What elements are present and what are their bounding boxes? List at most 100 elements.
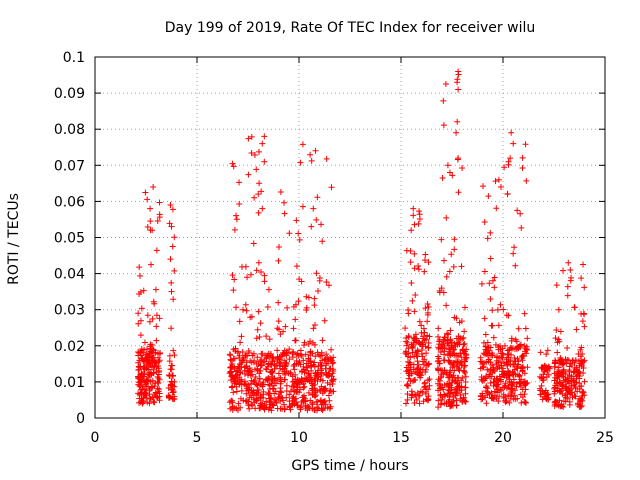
data-point <box>481 315 488 322</box>
data-point <box>239 349 246 356</box>
data-point <box>410 212 417 219</box>
data-point <box>238 387 245 394</box>
data-point <box>462 384 469 391</box>
data-point <box>409 391 416 398</box>
data-point <box>278 378 285 385</box>
data-point <box>426 376 433 383</box>
data-point <box>137 363 144 370</box>
data-point <box>298 403 305 410</box>
data-point <box>268 394 275 401</box>
data-point <box>447 382 454 389</box>
data-point <box>564 283 571 290</box>
data-point <box>254 367 261 374</box>
data-point <box>554 387 561 394</box>
data-point <box>167 256 174 263</box>
data-point <box>156 199 163 206</box>
data-point <box>437 391 444 398</box>
data-point <box>231 355 238 362</box>
data-point <box>261 158 268 165</box>
data-point <box>422 305 429 312</box>
data-point <box>168 379 175 386</box>
data-point <box>265 360 272 367</box>
data-point <box>440 122 447 129</box>
data-point <box>148 371 155 378</box>
data-point <box>295 230 302 237</box>
data-point <box>455 68 462 75</box>
data-point <box>234 378 241 385</box>
data-point <box>558 403 565 410</box>
data-point <box>293 399 300 406</box>
data-point <box>171 393 178 400</box>
data-point <box>443 214 450 221</box>
data-point <box>511 392 518 399</box>
data-point <box>500 395 507 402</box>
data-point <box>166 220 173 227</box>
data-point <box>277 388 284 395</box>
data-point <box>286 356 293 363</box>
data-point <box>439 175 446 182</box>
data-point <box>443 273 450 280</box>
y-tick-label: 0 <box>76 411 85 427</box>
data-point <box>253 166 260 173</box>
data-point <box>258 188 265 195</box>
data-point <box>499 384 506 391</box>
data-point <box>576 403 583 410</box>
data-point <box>279 363 286 370</box>
data-point <box>287 369 294 376</box>
data-point <box>438 400 445 407</box>
x-tick-label: 15 <box>392 430 410 446</box>
data-point <box>148 261 155 268</box>
data-point <box>149 383 156 390</box>
data-point <box>283 394 290 401</box>
data-point <box>495 322 502 329</box>
data-point <box>317 359 324 366</box>
data-point <box>580 261 587 268</box>
data-point <box>505 392 512 399</box>
data-point <box>435 325 442 332</box>
data-point <box>403 247 410 254</box>
data-point <box>576 380 583 387</box>
data-point <box>318 401 325 408</box>
data-point <box>502 380 509 387</box>
data-point <box>506 376 513 383</box>
x-tick-label: 25 <box>596 430 614 446</box>
data-point <box>290 348 297 355</box>
data-point <box>497 183 504 190</box>
data-point <box>253 267 260 274</box>
data-point <box>153 337 160 344</box>
x-axis-label: GPS time / hours <box>291 458 408 474</box>
data-point <box>411 250 418 257</box>
data-point <box>296 236 303 243</box>
data-point <box>149 377 156 384</box>
data-point <box>314 194 321 201</box>
data-point <box>541 362 548 369</box>
data-point <box>564 345 571 352</box>
data-point <box>274 353 281 360</box>
data-point <box>503 374 510 381</box>
data-point <box>303 367 310 374</box>
data-point <box>318 383 325 390</box>
data-point <box>311 302 318 309</box>
data-point <box>425 396 432 403</box>
data-point <box>425 345 432 352</box>
data-point <box>311 295 318 302</box>
data-point <box>485 193 492 200</box>
data-point <box>136 374 143 381</box>
x-tick-label: 5 <box>193 430 202 446</box>
data-point <box>300 357 307 364</box>
data-point <box>507 361 514 368</box>
data-point <box>579 388 586 395</box>
data-point <box>276 362 283 369</box>
data-point <box>439 345 446 352</box>
data-point <box>489 307 496 314</box>
data-point <box>310 325 317 332</box>
data-point <box>154 218 161 225</box>
data-point <box>405 307 412 314</box>
data-point <box>580 370 587 377</box>
data-point <box>247 357 254 364</box>
data-point <box>291 366 298 373</box>
data-point <box>502 399 509 406</box>
data-point <box>279 405 286 412</box>
data-point <box>425 386 432 393</box>
data-point <box>317 373 324 380</box>
